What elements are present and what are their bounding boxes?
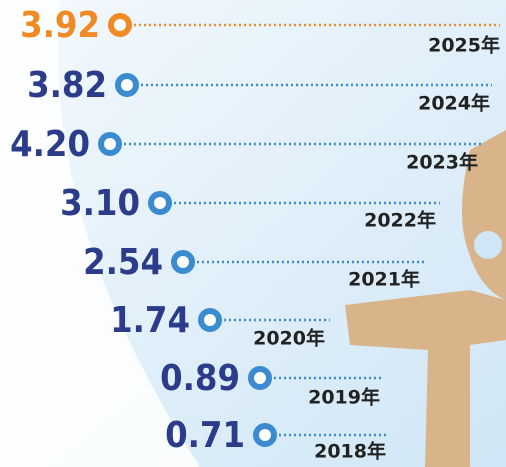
value-label: 3.82 bbox=[27, 65, 107, 106]
year-label: 2020年 bbox=[253, 327, 325, 350]
value-label: 2.54 bbox=[83, 242, 163, 283]
value-label: 3.92 bbox=[20, 5, 100, 46]
marker bbox=[174, 253, 192, 271]
infographic: 3.92 2025年 3.82 2024年 4.20 2023年 3.10 2022年 2.54… bbox=[0, 0, 506, 467]
year-label: 2018年 bbox=[314, 440, 386, 463]
marker bbox=[256, 426, 274, 444]
year-label: 2025年 bbox=[428, 34, 500, 57]
year-label: 2022年 bbox=[364, 209, 436, 232]
marker bbox=[151, 194, 169, 212]
marker bbox=[251, 369, 269, 387]
year-label: 2021年 bbox=[348, 268, 420, 291]
year-label: 2019年 bbox=[308, 386, 380, 409]
year-label: 2023年 bbox=[406, 151, 478, 174]
marker bbox=[201, 311, 219, 329]
marker bbox=[118, 76, 136, 94]
marker bbox=[111, 16, 129, 34]
value-label: 0.89 bbox=[160, 358, 240, 399]
year-label: 2024年 bbox=[418, 92, 490, 115]
marker bbox=[101, 135, 119, 153]
value-label: 4.20 bbox=[10, 124, 90, 165]
value-label: 1.74 bbox=[110, 300, 190, 341]
value-label: 3.10 bbox=[60, 183, 140, 224]
value-label: 0.71 bbox=[165, 415, 245, 456]
